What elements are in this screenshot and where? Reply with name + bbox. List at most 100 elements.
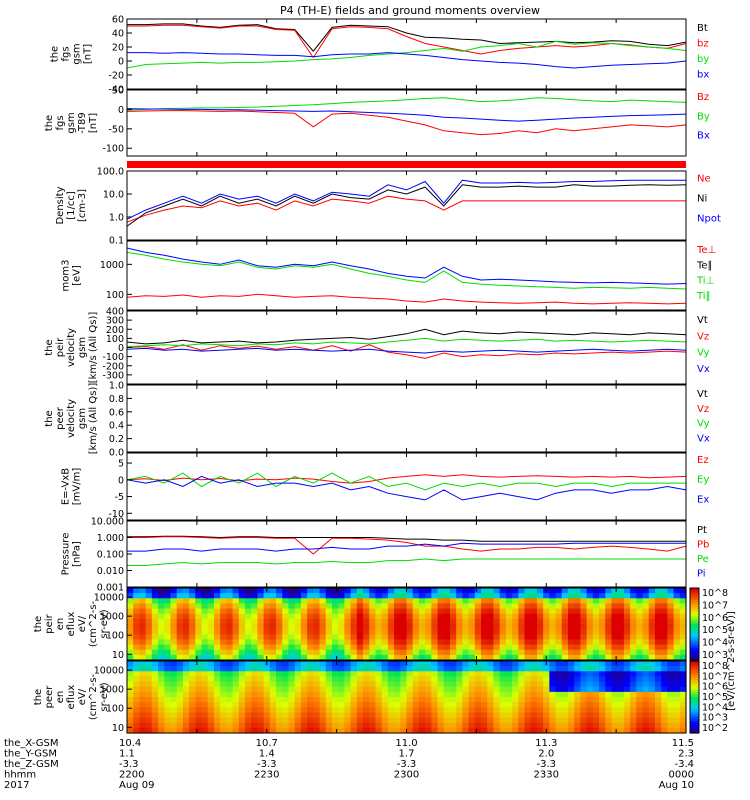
heat-cell (189, 603, 196, 610)
heat-cell (189, 649, 196, 656)
heat-cell (667, 697, 675, 703)
heat-cell (201, 603, 209, 610)
heat-cell (536, 639, 544, 646)
heat-cell (661, 613, 668, 620)
heat-cell (623, 661, 631, 667)
heat-cell (375, 618, 383, 625)
heat-cell (449, 603, 457, 610)
heat-cell (127, 722, 134, 729)
heat-cell (543, 666, 550, 672)
heat-cell (524, 588, 532, 594)
heat-cell (630, 697, 637, 703)
heat-cell (512, 717, 519, 724)
heat-cell (406, 702, 414, 708)
heat-cell (127, 671, 134, 678)
heat-cell (406, 654, 414, 661)
heat-cell (245, 608, 252, 615)
colorbar-cell (690, 652, 699, 656)
heat-cell (151, 639, 159, 646)
heat-cell (313, 676, 321, 683)
heat-cell (195, 666, 203, 672)
heat-cell (518, 671, 526, 678)
heat-cell (505, 613, 513, 620)
heat-cell (617, 629, 625, 635)
heat-cell (151, 702, 159, 708)
heat-cell (158, 634, 165, 641)
heat-cell (648, 639, 656, 646)
heat-cell (661, 608, 668, 615)
heat-cell (238, 608, 246, 615)
heat-cell (176, 649, 184, 656)
heat-cell (363, 697, 370, 703)
heat-cell (524, 634, 532, 641)
heat-cell (276, 654, 283, 661)
heat-cell (133, 681, 141, 688)
heat-cell (201, 717, 209, 724)
heat-cell (338, 644, 345, 651)
heat-cell (567, 598, 575, 605)
ylabel-peir_velocity: the (44, 339, 55, 355)
heat-cell (493, 671, 501, 678)
heat-cell (207, 588, 215, 594)
heat-cell (667, 676, 675, 683)
heat-cell (294, 593, 302, 599)
heat-cell (580, 727, 588, 734)
heat-cell (251, 691, 259, 698)
ytick-label-fgs_gsm: 20 (112, 43, 124, 54)
heat-cell (269, 691, 277, 698)
heat-cell (406, 603, 414, 610)
heat-cell (549, 691, 557, 698)
panel-pressure (126, 520, 687, 588)
heat-cell (462, 588, 470, 594)
heat-cell (381, 618, 389, 625)
xaxis-value: 1.4 (259, 749, 275, 760)
heat-cell (518, 707, 526, 714)
heat-cell (636, 722, 644, 729)
heat-cell (400, 649, 408, 656)
heat-cell (151, 717, 159, 724)
heat-cell (300, 598, 308, 605)
heat-cell (555, 661, 563, 667)
heat-cell (462, 661, 470, 667)
heat-cell (232, 624, 240, 630)
heat-cell (369, 661, 377, 667)
heat-cell (481, 644, 488, 651)
heat-cell (617, 618, 625, 625)
ytick-label-fgs_gsm_t89: 50 (112, 86, 124, 97)
heat-cell (282, 702, 290, 708)
heat-cell (586, 624, 594, 630)
heat-cell (449, 722, 457, 729)
heat-cell (611, 661, 619, 667)
heat-cell (437, 691, 445, 698)
heat-cell (182, 671, 190, 678)
heat-cell (319, 603, 327, 610)
heat-cell (133, 712, 141, 719)
heat-cell (269, 666, 277, 672)
series-pressure-Pe (127, 558, 686, 566)
heat-cell (592, 598, 600, 605)
heat-cell (642, 727, 650, 734)
heat-cell (189, 691, 196, 698)
heat-cell (220, 722, 227, 729)
heat-cell (679, 707, 687, 714)
heat-cell (232, 603, 240, 610)
heat-cell (661, 603, 668, 610)
heat-cell (512, 661, 519, 667)
heat-cell (505, 666, 513, 672)
heat-cell (220, 691, 227, 698)
heat-cell (145, 624, 153, 630)
heat-cell (536, 712, 544, 719)
heat-cell (300, 588, 308, 594)
colorbar-cell (690, 645, 699, 649)
heat-cell (661, 712, 668, 719)
heat-cell (673, 697, 681, 703)
heat-cell (661, 639, 668, 646)
heat-cell (238, 593, 246, 599)
heat-cell (263, 624, 271, 630)
heat-cell (543, 598, 550, 605)
heat-cell (462, 722, 470, 729)
heat-cell (493, 722, 501, 729)
heat-cell (269, 588, 277, 594)
heat-cell (648, 691, 656, 698)
ylabel-peir_velocity: gsm (77, 337, 88, 358)
